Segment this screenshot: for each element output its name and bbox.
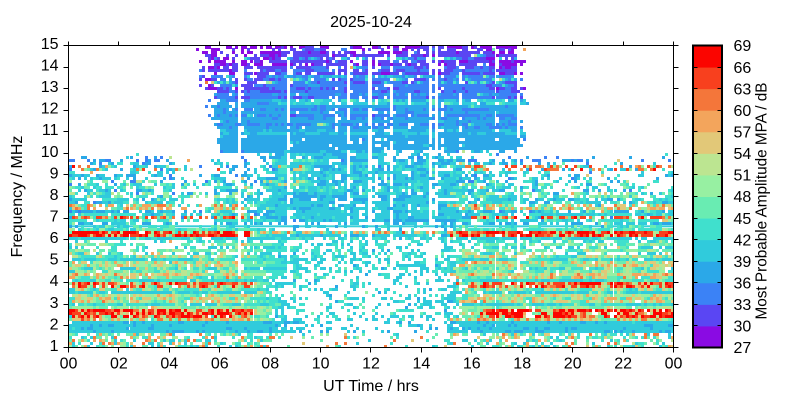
svg-text:13: 13 xyxy=(41,79,59,96)
svg-text:14: 14 xyxy=(41,58,59,75)
svg-text:02: 02 xyxy=(110,356,128,373)
svg-text:12: 12 xyxy=(362,356,380,373)
svg-text:22: 22 xyxy=(614,356,632,373)
svg-text:00: 00 xyxy=(60,356,78,373)
svg-text:51: 51 xyxy=(734,168,752,185)
svg-text:57: 57 xyxy=(734,125,752,142)
svg-text:04: 04 xyxy=(160,356,178,373)
svg-text:45: 45 xyxy=(734,211,752,228)
svg-text:00: 00 xyxy=(665,356,683,373)
svg-text:Most Probable Amplitude MPA /: Most Probable Amplitude MPA / dB xyxy=(754,83,771,320)
svg-text:33: 33 xyxy=(734,297,752,314)
svg-text:54: 54 xyxy=(734,146,752,163)
svg-text:11: 11 xyxy=(42,122,59,139)
svg-text:08: 08 xyxy=(261,356,279,373)
svg-text:27: 27 xyxy=(734,340,752,357)
svg-text:63: 63 xyxy=(734,81,752,98)
svg-text:6: 6 xyxy=(50,230,59,247)
svg-text:4: 4 xyxy=(50,273,59,290)
svg-text:39: 39 xyxy=(734,254,752,271)
svg-text:18: 18 xyxy=(513,356,531,373)
svg-text:16: 16 xyxy=(463,356,481,373)
svg-text:8: 8 xyxy=(50,187,59,204)
svg-text:Frequency / MHz: Frequency / MHz xyxy=(9,136,26,258)
svg-text:7: 7 xyxy=(50,209,59,226)
svg-text:15: 15 xyxy=(41,36,59,53)
svg-text:36: 36 xyxy=(734,276,752,293)
svg-text:10: 10 xyxy=(41,144,59,161)
svg-text:3: 3 xyxy=(50,295,59,312)
svg-text:48: 48 xyxy=(734,189,752,206)
svg-text:30: 30 xyxy=(734,319,752,336)
svg-text:66: 66 xyxy=(734,60,752,77)
svg-text:2: 2 xyxy=(50,316,59,333)
svg-text:9: 9 xyxy=(50,165,59,182)
svg-text:20: 20 xyxy=(564,356,582,373)
svg-text:UT Time / hrs: UT Time / hrs xyxy=(323,378,419,395)
svg-text:60: 60 xyxy=(734,103,752,120)
svg-text:2025-10-24: 2025-10-24 xyxy=(330,14,412,31)
svg-text:10: 10 xyxy=(312,356,330,373)
svg-text:1: 1 xyxy=(50,338,59,355)
svg-text:14: 14 xyxy=(413,356,431,373)
svg-text:5: 5 xyxy=(50,252,59,269)
svg-text:42: 42 xyxy=(734,232,752,249)
svg-text:06: 06 xyxy=(211,356,229,373)
svg-text:69: 69 xyxy=(734,38,752,55)
svg-text:12: 12 xyxy=(41,101,59,118)
